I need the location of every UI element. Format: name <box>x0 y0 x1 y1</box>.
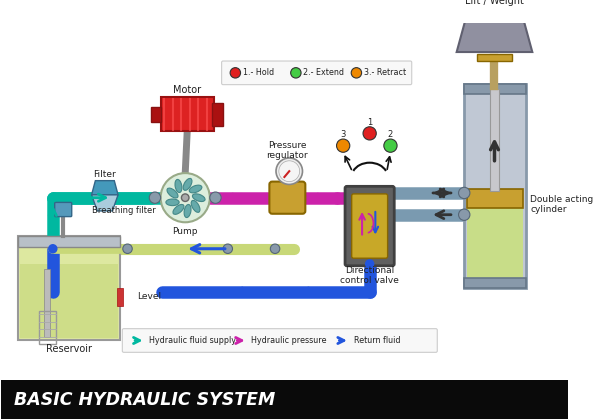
Ellipse shape <box>166 199 179 206</box>
Text: 2: 2 <box>388 130 393 139</box>
Bar <box>44 269 50 337</box>
FancyBboxPatch shape <box>345 186 394 266</box>
Bar <box>478 54 512 62</box>
Polygon shape <box>92 195 118 211</box>
Circle shape <box>210 192 221 203</box>
Polygon shape <box>457 10 532 52</box>
Text: Pressure
regulator: Pressure regulator <box>266 141 308 160</box>
Ellipse shape <box>167 188 178 198</box>
Circle shape <box>458 209 470 220</box>
FancyBboxPatch shape <box>269 181 305 214</box>
Text: 1: 1 <box>367 117 372 127</box>
Circle shape <box>351 67 362 78</box>
Text: Hydraulic pressure: Hydraulic pressure <box>251 336 327 345</box>
Bar <box>464 84 526 93</box>
Text: 3: 3 <box>340 130 346 139</box>
Circle shape <box>365 259 374 269</box>
Circle shape <box>458 187 470 199</box>
Circle shape <box>290 67 301 78</box>
Circle shape <box>123 244 132 253</box>
Text: Hydraulic fluid supply: Hydraulic fluid supply <box>149 336 236 345</box>
Ellipse shape <box>184 204 191 217</box>
Bar <box>464 278 526 287</box>
Ellipse shape <box>183 178 192 190</box>
FancyBboxPatch shape <box>55 202 72 217</box>
Circle shape <box>48 193 58 202</box>
Text: Breathing filter: Breathing filter <box>92 207 155 215</box>
Ellipse shape <box>189 185 202 193</box>
Circle shape <box>384 139 397 152</box>
Bar <box>490 89 499 191</box>
Circle shape <box>230 67 241 78</box>
Text: Pump: Pump <box>172 227 198 236</box>
Circle shape <box>48 244 58 253</box>
Text: Return fluid: Return fluid <box>353 336 400 345</box>
FancyBboxPatch shape <box>122 328 437 352</box>
Bar <box>38 311 56 344</box>
Polygon shape <box>92 181 118 195</box>
Text: Lift / Weight: Lift / Weight <box>465 0 524 6</box>
Circle shape <box>149 192 161 203</box>
Circle shape <box>181 194 189 202</box>
Bar <box>464 84 526 287</box>
Circle shape <box>279 161 299 181</box>
Bar <box>1 380 568 419</box>
Text: Level: Level <box>137 292 161 302</box>
Text: Directional
control valve: Directional control valve <box>340 266 399 285</box>
Ellipse shape <box>193 194 205 202</box>
Circle shape <box>337 139 350 152</box>
Text: BASIC HYDRAULIC SYSTEM: BASIC HYDRAULIC SYSTEM <box>14 391 275 409</box>
Circle shape <box>161 173 210 222</box>
Bar <box>151 107 161 122</box>
Text: 2.- Extend: 2.- Extend <box>304 68 344 78</box>
Bar <box>20 264 118 338</box>
FancyBboxPatch shape <box>352 194 388 258</box>
Bar <box>212 103 223 126</box>
Bar <box>467 208 523 286</box>
Bar <box>117 287 123 306</box>
Text: Double acting
cylinder: Double acting cylinder <box>530 194 593 214</box>
Text: 3.- Retract: 3.- Retract <box>364 68 406 78</box>
Circle shape <box>276 158 302 184</box>
Ellipse shape <box>173 204 184 215</box>
Circle shape <box>223 244 233 253</box>
Bar <box>18 235 120 339</box>
FancyBboxPatch shape <box>221 61 412 85</box>
Text: 1.- Hold: 1.- Hold <box>243 68 274 78</box>
Text: Filter: Filter <box>94 171 116 179</box>
Ellipse shape <box>191 200 200 212</box>
Bar <box>161 98 214 132</box>
Text: Reservoir: Reservoir <box>46 344 92 354</box>
Bar <box>467 189 523 208</box>
Circle shape <box>363 127 376 140</box>
Ellipse shape <box>175 179 182 192</box>
Circle shape <box>271 244 280 253</box>
Text: Motor: Motor <box>173 85 201 95</box>
Bar <box>18 235 120 247</box>
